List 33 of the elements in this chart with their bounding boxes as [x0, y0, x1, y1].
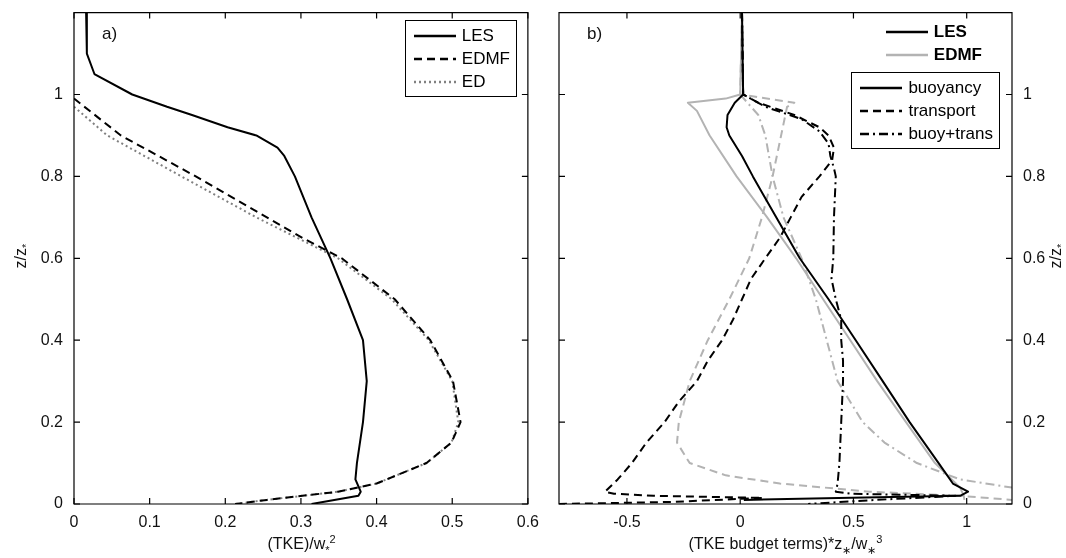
annotation: b): [587, 24, 603, 44]
y-tick-label: 0.8: [40, 166, 64, 184]
y2-tick-label: 1: [1023, 84, 1032, 102]
y-tick-label: 0.4: [40, 330, 64, 348]
y2-tick-label: 0.2: [1023, 412, 1046, 430]
x-tick-label: -0.5: [613, 513, 641, 531]
legend-label: LES: [461, 25, 494, 47]
x-tick-label: 0.1: [138, 513, 161, 531]
legend-label: buoy+trans: [908, 123, 993, 145]
legend-label: ED: [461, 71, 486, 93]
x-tick-label: 0.4: [365, 513, 388, 531]
x-tick-label: 0.6: [516, 513, 540, 531]
legend-label: buoyancy: [908, 77, 982, 99]
y2-tick-label: 0.6: [1023, 248, 1046, 266]
x-tick-label: 0: [69, 513, 79, 531]
legend-label: EDMF: [461, 48, 510, 70]
y-tick-label: 0.2: [40, 412, 64, 430]
x-tick-label: 0: [735, 513, 745, 531]
x-tick-label: 0.3: [289, 513, 313, 531]
y-tick-label: 0: [54, 494, 64, 512]
y2-tick-label: 0: [1023, 494, 1032, 512]
annotation: LES: [933, 21, 967, 43]
x-tick-label: 0.2: [214, 513, 237, 531]
legend-label: transport: [908, 100, 976, 122]
x-tick-label: 0.5: [842, 513, 865, 531]
annotation: a): [102, 24, 118, 44]
annotation: EDMF: [933, 44, 982, 66]
y2-tick-label: 0.8: [1023, 166, 1046, 184]
x-tick-label: 1: [962, 513, 972, 531]
y-tick-label: 0.6: [40, 248, 64, 266]
y2-tick-label: 0.4: [1023, 330, 1046, 348]
y-tick-label: 1: [54, 84, 64, 102]
x-tick-label: 0.5: [441, 513, 464, 531]
